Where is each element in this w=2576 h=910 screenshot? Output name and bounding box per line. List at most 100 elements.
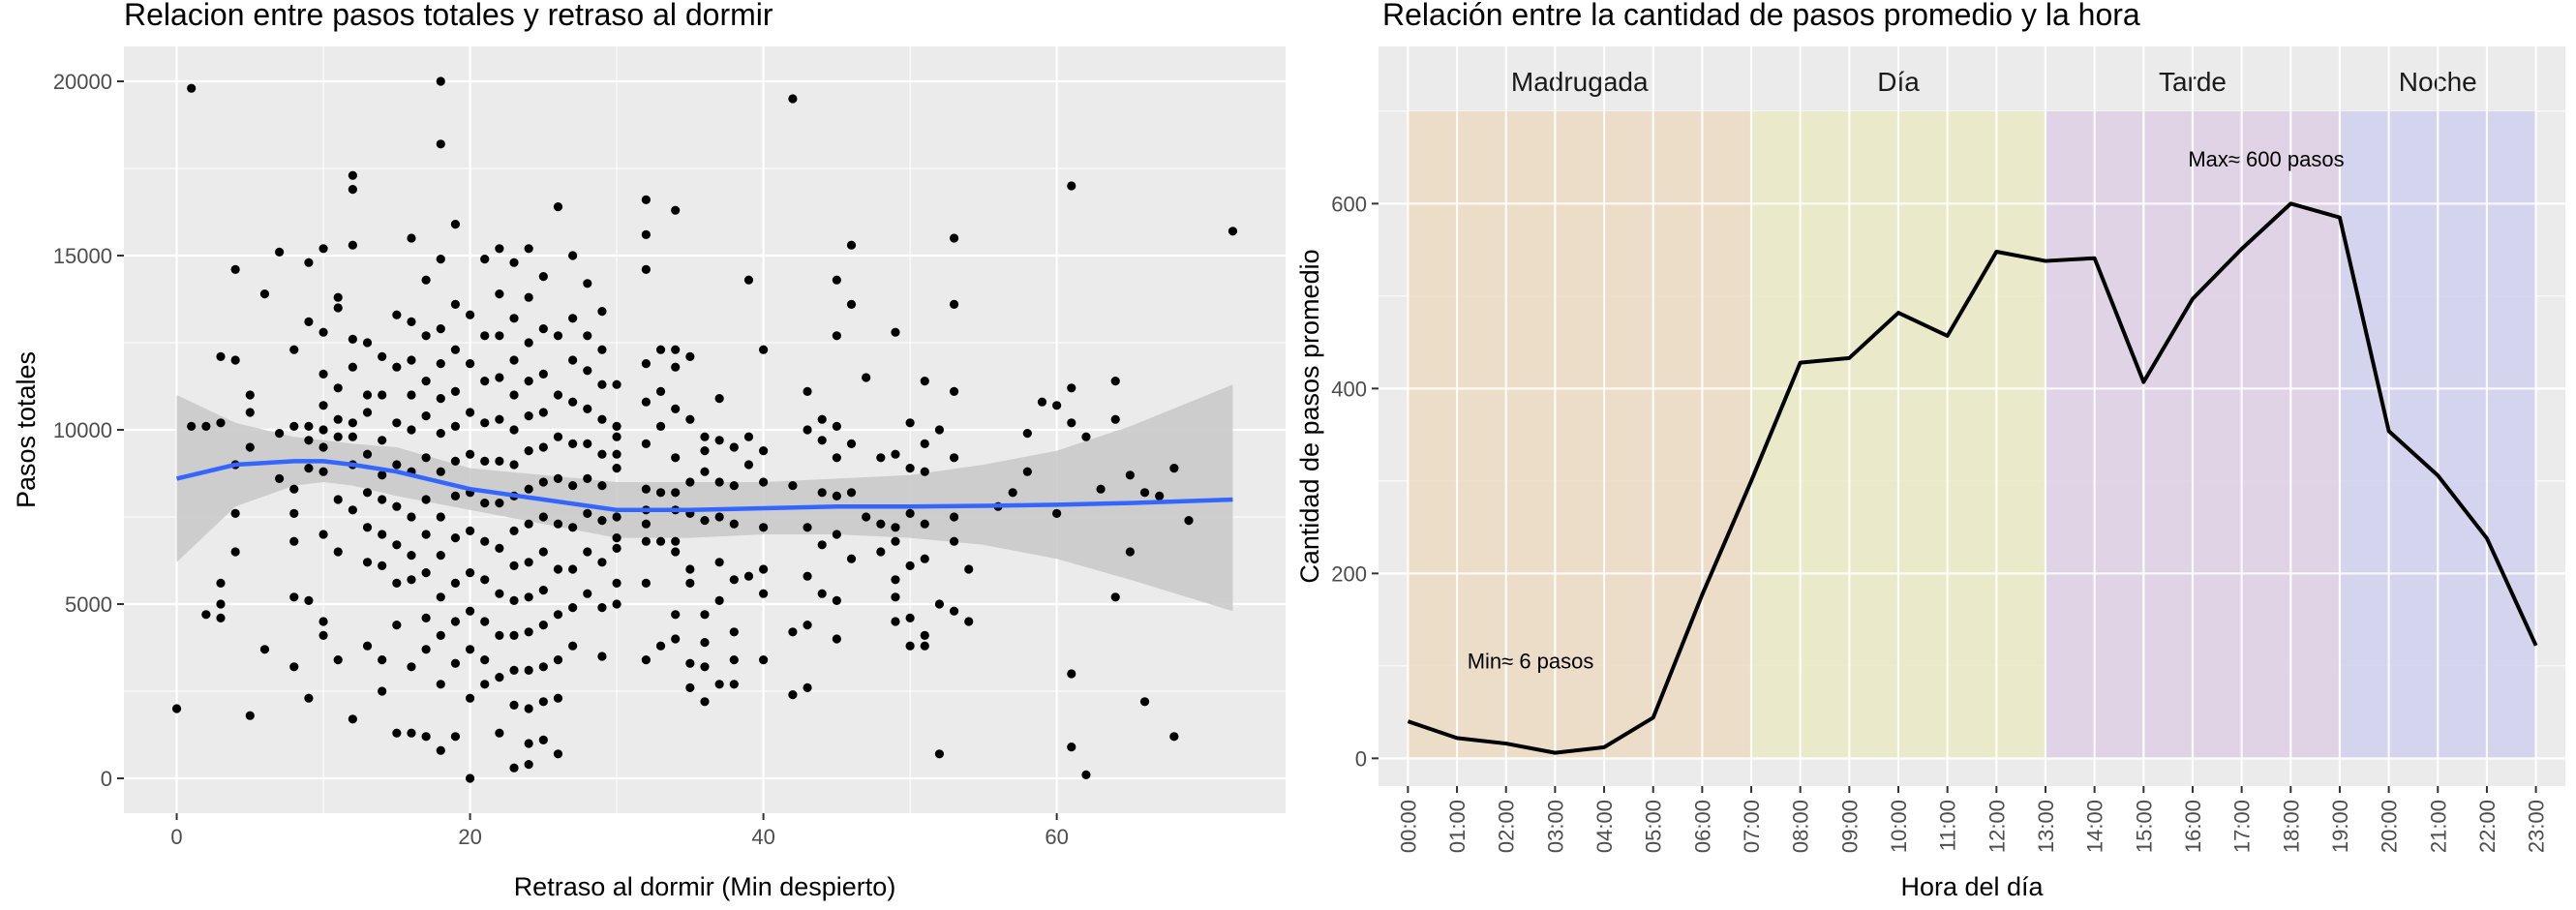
scatter-point: [553, 390, 563, 400]
scatter-point: [259, 645, 270, 654]
scatter-point: [524, 592, 533, 602]
smooth-line: [176, 459, 1233, 513]
scatter-point: [538, 272, 548, 282]
scatter-point: [378, 655, 387, 665]
scatter-point: [348, 334, 357, 344]
scatter-point: [407, 317, 416, 326]
scatter-point: [862, 373, 871, 382]
scatter-point: [905, 641, 915, 651]
scatter-point: [553, 202, 563, 212]
y-tick-label: 15000: [53, 244, 112, 268]
scatter-point: [318, 530, 328, 539]
scatter-point: [612, 578, 621, 589]
scatter-point: [612, 449, 621, 459]
scatter-point: [568, 564, 578, 574]
scatter-point: [392, 362, 402, 372]
scatter-point: [1081, 432, 1091, 441]
scatter-point: [685, 578, 695, 589]
scatter-point: [333, 292, 343, 302]
scatter-point: [817, 589, 827, 598]
scatter-point: [714, 595, 724, 606]
scatter-point: [348, 362, 357, 372]
scatter-point: [421, 331, 431, 341]
scatter-point: [891, 449, 900, 459]
scatter-point: [862, 512, 871, 522]
period-band: [1408, 110, 1752, 759]
scatter-point: [671, 488, 681, 498]
scatter-point: [348, 240, 357, 250]
scatter-point: [597, 307, 607, 317]
scatter-point: [597, 379, 607, 389]
scatter-point: [275, 429, 285, 439]
scatter-point: [832, 530, 841, 539]
scatter-point: [465, 645, 475, 654]
scatter-point: [1169, 732, 1179, 742]
scatter-point: [318, 442, 328, 452]
scatter-point: [714, 680, 724, 689]
scatter-point: [934, 749, 945, 759]
x-tick-label: 13:00: [2034, 800, 2058, 853]
scatter-point: [641, 578, 651, 589]
scatter-point: [700, 662, 710, 672]
scatter-point: [421, 530, 431, 539]
scatter-point: [171, 704, 182, 713]
scatter-point: [509, 390, 519, 400]
scatter-point: [524, 244, 533, 254]
x-tick-label: 60: [1045, 825, 1068, 849]
x-tick-label: 22:00: [2475, 800, 2500, 853]
x-tick-label: 21:00: [2426, 800, 2450, 853]
scatter-point: [524, 377, 533, 386]
scatter-point: [612, 543, 621, 554]
scatter-point: [289, 484, 299, 494]
scatter-point: [495, 373, 504, 382]
scatter-point: [949, 299, 959, 309]
scatter-point: [436, 255, 445, 264]
scatter-point: [759, 564, 769, 574]
scatter-point: [480, 255, 490, 264]
scatter-point: [803, 682, 812, 693]
scatter-point: [304, 693, 314, 703]
scatter-point: [671, 536, 681, 546]
scatter-point: [949, 453, 959, 463]
scatter-point: [949, 386, 959, 396]
scatter-point: [421, 613, 431, 623]
scatter-point: [436, 592, 445, 602]
scatter-point: [538, 477, 548, 487]
scatter-point: [392, 621, 402, 630]
scatter-point: [436, 680, 445, 689]
scatter-point: [788, 690, 798, 700]
scatter-point: [597, 603, 607, 613]
scatter-point: [1227, 227, 1238, 236]
scatter-point: [480, 536, 490, 546]
scatter-point: [362, 390, 373, 400]
scatter-point: [538, 512, 548, 522]
scatter-point: [568, 481, 578, 491]
scatter-point: [920, 467, 929, 476]
line-y-ticks: 0 200 400 600: [1331, 192, 1379, 771]
scatter-point: [832, 491, 841, 500]
scatter-point: [230, 355, 240, 365]
scatter-point: [495, 499, 504, 508]
scatter-point: [392, 418, 402, 428]
scatter-point: [920, 519, 929, 529]
x-tick-label: 20: [458, 825, 481, 849]
scatter-point: [407, 425, 416, 435]
scatter-point: [436, 512, 445, 522]
scatter-point: [450, 578, 461, 589]
scatter-point: [655, 386, 666, 396]
scatter-point: [817, 540, 827, 550]
scatter-point: [568, 355, 578, 365]
scatter-point: [333, 383, 343, 393]
scatter-x-ticks: 0 20 40 60: [170, 813, 1069, 849]
scatter-point: [421, 377, 431, 386]
scatter-point: [348, 505, 357, 515]
scatter-point: [568, 523, 578, 532]
scatter-point: [934, 425, 945, 435]
scatter-point: [700, 467, 710, 476]
scatter-point: [612, 464, 621, 473]
y-tick-label: 0: [101, 767, 112, 791]
scatter-point: [876, 453, 886, 463]
scatter-point: [920, 439, 929, 448]
scatter-point: [568, 251, 578, 260]
scatter-point: [1096, 484, 1106, 494]
